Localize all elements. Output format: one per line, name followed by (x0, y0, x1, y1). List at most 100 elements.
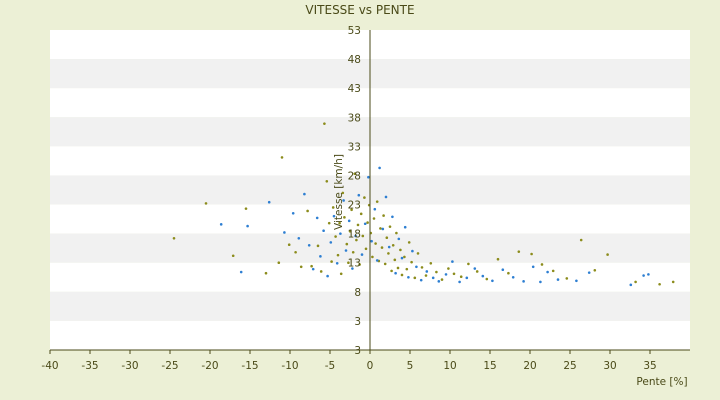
data-point (400, 273, 404, 277)
data-points (172, 122, 675, 287)
data-point (435, 270, 438, 274)
data-point (459, 275, 463, 278)
data-point (546, 270, 549, 274)
data-point (394, 271, 397, 275)
x-tick-label: 5 (407, 360, 414, 372)
data-point (329, 241, 333, 244)
x-tick-label: -15 (241, 360, 258, 372)
chart-title: VITESSE vs PENTE (305, 3, 414, 17)
data-point (444, 273, 448, 276)
data-point (316, 244, 320, 248)
data-point (310, 264, 313, 268)
data-point (491, 279, 494, 283)
data-point (277, 261, 281, 265)
data-point (307, 243, 311, 247)
data-point (331, 206, 335, 209)
data-point (315, 216, 319, 220)
data-point (372, 217, 376, 220)
data-point (375, 200, 379, 203)
data-point (246, 224, 249, 228)
data-point (396, 266, 400, 270)
data-point (452, 272, 456, 276)
data-point (431, 276, 435, 280)
data-point (384, 195, 388, 199)
data-point (343, 216, 346, 219)
data-point (405, 267, 409, 271)
data-point (357, 193, 361, 197)
data-point (291, 211, 295, 215)
data-point (330, 260, 333, 263)
data-point (658, 282, 661, 286)
data-point (283, 231, 286, 234)
x-tick-label: -20 (201, 360, 218, 372)
data-point (565, 277, 569, 280)
data-point (326, 274, 329, 278)
data-point (353, 172, 357, 176)
y-tick-label: 38 (348, 112, 361, 124)
x-tick-label: 10 (443, 360, 456, 372)
y-tick-label: 3 (354, 345, 361, 357)
x-tick-label: -25 (161, 360, 178, 372)
x-tick-label: 25 (563, 360, 576, 372)
data-point (244, 207, 248, 210)
data-point (375, 259, 379, 262)
x-tick-label: 20 (523, 360, 536, 372)
data-point (447, 267, 450, 270)
axes (49, 30, 690, 354)
data-point (361, 234, 365, 238)
data-point (642, 274, 645, 277)
data-point (373, 207, 377, 211)
data-point (420, 266, 424, 269)
data-point (219, 223, 223, 226)
data-point (351, 267, 354, 270)
data-point (172, 236, 176, 240)
data-point (204, 202, 208, 205)
data-point (342, 199, 345, 202)
x-tick-labels: -40 -35 -30 -25 -20 -15 -10 -5 0 5 10 15 20 25 30 35 (41, 360, 656, 372)
data-point (531, 265, 535, 269)
data-point (551, 269, 555, 273)
data-point (501, 268, 505, 272)
data-point (475, 270, 479, 273)
data-point (383, 262, 387, 266)
data-point (575, 279, 578, 283)
data-point (400, 256, 404, 260)
data-point (267, 200, 271, 204)
data-point (390, 269, 393, 273)
data-point (481, 274, 485, 278)
data-point (587, 271, 591, 274)
data-point (606, 253, 609, 256)
x-tick-label: -10 (281, 360, 298, 372)
data-point (403, 225, 407, 229)
data-point (540, 263, 544, 266)
data-point (391, 215, 394, 219)
data-point (507, 271, 510, 275)
data-point (297, 236, 301, 240)
data-point (496, 257, 500, 261)
y-tick-label: 13 (348, 258, 361, 270)
data-point (522, 280, 525, 283)
data-point (671, 280, 675, 284)
data-point (530, 252, 533, 256)
data-point (319, 255, 322, 258)
data-point (391, 243, 395, 247)
data-point (437, 280, 441, 283)
data-point (371, 255, 374, 259)
x-tick-label: 35 (643, 360, 656, 372)
data-point (429, 262, 433, 265)
data-point (323, 122, 326, 125)
data-point (458, 280, 461, 284)
data-point (350, 208, 353, 212)
data-point (407, 241, 411, 244)
data-point (579, 238, 583, 242)
y-tick-label: 23 (348, 200, 361, 212)
data-point (379, 227, 382, 230)
y-tick-label: 8 (354, 287, 361, 299)
data-point (410, 260, 413, 264)
data-point (378, 166, 381, 170)
data-point (366, 221, 369, 224)
data-point (306, 209, 309, 213)
x-tick-label: -30 (121, 360, 138, 372)
data-point (399, 248, 402, 252)
data-point (347, 261, 350, 265)
